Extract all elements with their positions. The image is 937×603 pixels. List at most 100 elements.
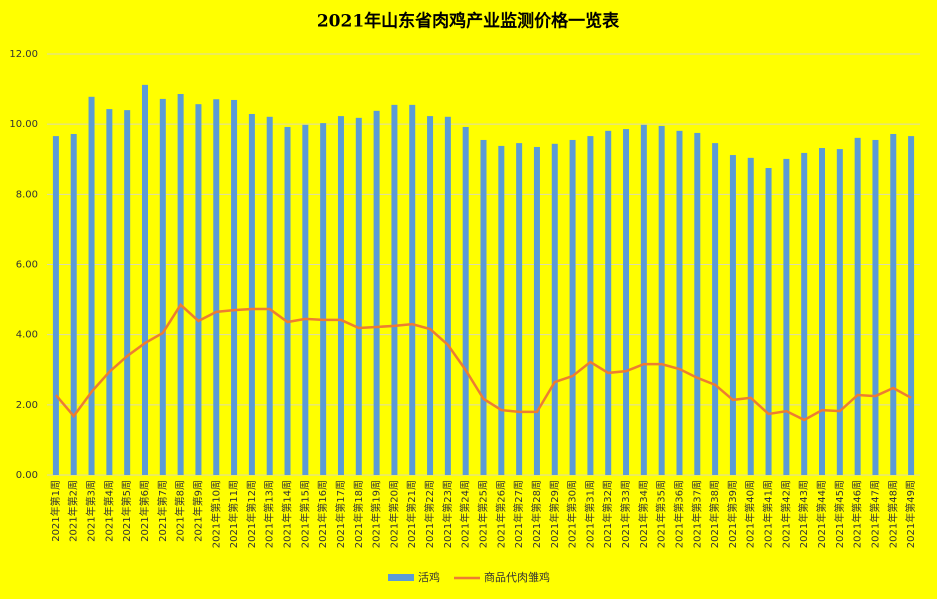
y-tick-label: 6.00 [16,260,38,271]
bar [480,139,487,475]
chart-title: 2021年山东省肉鸡产业监测价格一览表 [317,11,620,32]
bar [355,117,362,475]
x-tick-label: 2021年第42周 [779,480,792,548]
bar [320,123,327,475]
bar [890,133,897,476]
x-tick-label: 2021年第30周 [566,480,579,548]
x-tick-label: 2021年第4周 [102,480,115,542]
x-tick-label: 2021年第2周 [67,480,80,542]
bar [409,104,416,475]
x-tick-label: 2021年第5周 [120,480,133,542]
bar [747,157,754,475]
bar [819,148,826,476]
x-tick-label: 2021年第41周 [762,480,775,548]
x-tick-label: 2021年第18周 [352,480,365,548]
bar [373,110,380,476]
bar [124,110,131,475]
bar [141,84,148,475]
bar [159,98,166,475]
x-tick-label: 2021年第9周 [191,480,204,542]
x-tick-label: 2021年第43周 [797,480,810,548]
x-tick-label: 2021年第37周 [690,480,703,548]
x-tick-label: 2021年第15周 [298,480,311,548]
bar [533,146,540,476]
x-tick-label: 2021年第8周 [174,480,187,542]
x-tick-label: 2021年第22周 [423,480,436,548]
bar [640,124,647,475]
x-tick-label: 2021年第47周 [868,480,881,548]
bar [52,136,59,475]
bar [551,143,558,475]
bar [854,137,861,475]
x-tick-label: 2021年第21周 [405,480,418,548]
x-tick-label: 2021年第27周 [512,480,525,548]
bar [872,139,879,475]
legend-label: 活鸡 [418,570,440,584]
x-tick-label: 2021年第13周 [263,480,276,548]
x-tick-label: 2021年第33周 [619,480,632,548]
bar [623,129,630,475]
y-tick-label: 8.00 [16,189,38,200]
x-tick-label: 2021年第25周 [477,480,490,548]
bar [908,136,915,475]
x-tick-label: 2021年第44周 [815,480,828,548]
bar [391,104,398,475]
bar [498,145,505,475]
x-tick-label: 2021年第45周 [833,480,846,548]
x-tick-label: 2021年第35周 [655,480,668,548]
bar [462,126,469,476]
x-tick-label: 2021年第38周 [708,480,721,548]
x-tick-label: 2021年第31周 [583,480,596,548]
bar [231,99,238,475]
x-tick-label: 2021年第6周 [138,480,151,542]
bar [605,130,612,475]
y-tick-label: 0.00 [16,470,38,481]
bar [106,109,113,475]
x-tick-label: 2021年第10周 [209,480,222,548]
line [54,302,912,422]
bar [284,126,291,476]
bar [337,116,344,475]
x-tick-label: 2021年第48周 [886,480,899,548]
x-tick-label: 2021年第7周 [156,480,169,542]
bar [587,136,594,475]
bar [765,168,772,476]
x-tick-label: 2021年第12周 [245,480,258,548]
x-tick-label: 2021年第39周 [726,480,739,548]
x-tick-label: 2021年第17周 [334,480,347,548]
bar [801,152,808,475]
y-tick-label: 2.00 [16,400,38,411]
x-tick-label: 2021年第14周 [281,480,294,548]
bar [427,116,434,475]
bar [569,139,576,475]
bar [694,132,701,475]
x-tick-label: 2021年第29周 [548,480,561,548]
bar [658,125,665,475]
x-tick-label: 2021年第20周 [387,480,400,548]
bar [266,116,273,475]
bar [712,143,719,475]
x-tick-label: 2021年第46周 [851,480,864,548]
x-tick-label: 2021年第24周 [459,480,472,548]
bar [70,133,77,476]
y-tick-label: 12.00 [9,49,38,60]
x-tick-label: 2021年第49周 [904,480,917,548]
bar [177,93,184,476]
bar [676,130,683,475]
y-tick-label: 4.00 [16,330,38,341]
x-tick-label: 2021年第19周 [370,480,383,548]
x-tick-label: 2021年第32周 [601,480,614,548]
x-tick-label: 2021年第34周 [637,480,650,548]
bar [213,99,220,475]
x-tick-label: 2021年第28周 [530,480,543,548]
bar [444,116,451,475]
bar [88,96,95,475]
bar [516,143,523,475]
x-tick-label: 2021年第1周 [49,480,62,542]
bar [729,155,736,476]
x-tick-label: 2021年第26周 [494,480,507,548]
bar [302,124,309,475]
x-tick-label: 2021年第11周 [227,480,240,548]
x-tick-label: 2021年第36周 [672,480,685,548]
